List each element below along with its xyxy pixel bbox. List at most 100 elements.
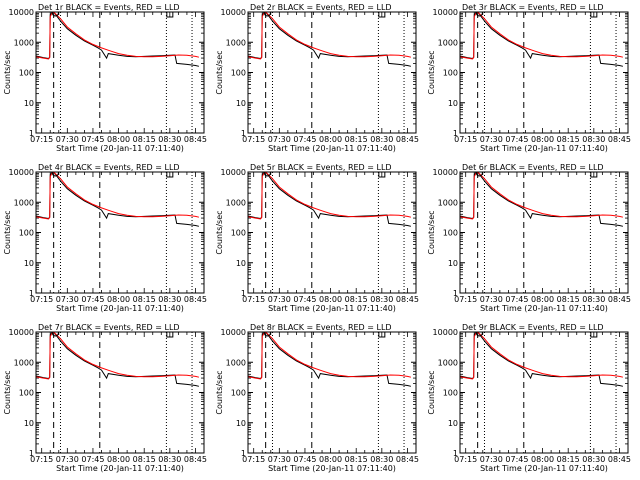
panel-frame: [459, 171, 629, 294]
plot-area: [460, 12, 624, 133]
x-tick-label: 08:15: [557, 135, 580, 144]
x-tick-label: 07:15: [242, 455, 265, 464]
y-tick-label: 1000: [14, 198, 34, 207]
x-tick-label: 08:15: [133, 295, 156, 304]
panel-title: Det 3r BLACK = Events, RED = LLD: [462, 3, 604, 12]
y-tick-label: 1000: [226, 38, 246, 47]
x-tick-label: 08:15: [557, 295, 580, 304]
y-tick-label: 100: [443, 389, 458, 398]
panel-title: Det 6r BLACK = Events, RED = LLD: [462, 163, 604, 172]
y-tick-label: 100: [443, 229, 458, 238]
x-tick-label: 08:30: [158, 135, 181, 144]
y-tick-label: 100: [231, 69, 246, 78]
y-tick-label: 10: [448, 259, 458, 268]
panel-frame: [35, 331, 205, 454]
x-tick-label: 07:30: [480, 135, 503, 144]
x-tick-label: 07:15: [454, 135, 477, 144]
y-tick-label: 1: [29, 449, 34, 458]
y-axis-label: Counts/sec: [3, 370, 12, 414]
x-tick-label: 07:30: [268, 135, 291, 144]
y-axis-label: Counts/sec: [427, 210, 436, 254]
panel-title: Det 5r BLACK = Events, RED = LLD: [250, 163, 392, 172]
y-axis-label: Counts/sec: [427, 370, 436, 414]
x-tick-label: 07:15: [242, 295, 265, 304]
x-tick-label: 07:30: [268, 455, 291, 464]
y-axis-label: Counts/sec: [3, 50, 12, 94]
panel-frame: [247, 11, 417, 134]
y-tick-label: 10: [236, 419, 246, 428]
marker-circle: [475, 332, 483, 337]
x-tick-label: 07:30: [56, 135, 79, 144]
panel-frame: [459, 331, 629, 454]
panel-2: Det 2r BLACK = Events, RED = LLD Counts/s…: [215, 3, 419, 153]
y-tick-label: 10000: [221, 168, 246, 177]
marker-square: [590, 172, 598, 178]
marker-square: [590, 12, 598, 18]
y-tick-label: 10: [448, 419, 458, 428]
x-tick-label: 08:15: [557, 455, 580, 464]
x-tick-label: 07:45: [293, 135, 316, 144]
y-tick-label: 1000: [438, 358, 458, 367]
x-tick-label: 07:15: [30, 455, 53, 464]
y-tick-label: 10000: [221, 8, 246, 17]
x-tick-label: 07:45: [293, 455, 316, 464]
y-axis-label: Counts/sec: [215, 210, 224, 254]
x-axis-label: Start Time (20-Jan-11 07:11:40): [268, 144, 396, 153]
y-tick-label: 10: [24, 259, 34, 268]
x-axis-label: Start Time (20-Jan-11 07:11:40): [56, 304, 184, 313]
panel-3: Det 3r BLACK = Events, RED = LLD Counts/s…: [427, 3, 631, 153]
panel-title: Det 9r BLACK = Events, RED = LLD: [462, 323, 604, 332]
x-axis-label: Start Time (20-Jan-11 07:11:40): [56, 144, 184, 153]
x-tick-label: 07:45: [81, 295, 104, 304]
y-tick-label: 100: [443, 69, 458, 78]
marker-square: [378, 12, 386, 18]
y-tick-label: 1: [29, 129, 34, 138]
y-tick-label: 1: [241, 289, 246, 298]
y-tick-label: 1: [453, 289, 458, 298]
panel-frame: [35, 11, 205, 134]
x-tick-label: 08:30: [370, 455, 393, 464]
x-axis-label: Start Time (20-Jan-11 07:11:40): [56, 464, 184, 473]
x-tick-label: 08:30: [582, 295, 605, 304]
y-tick-label: 1: [241, 129, 246, 138]
y-axis-label: Counts/sec: [215, 50, 224, 94]
x-tick-label: 08:45: [184, 455, 207, 464]
y-tick-label: 10: [236, 99, 246, 108]
y-tick-label: 1000: [14, 358, 34, 367]
x-tick-label: 08:00: [531, 295, 554, 304]
x-tick-label: 07:30: [268, 295, 291, 304]
series-lld-line: [248, 172, 412, 220]
plot-area: [460, 172, 624, 293]
marker-square: [378, 332, 386, 338]
y-tick-label: 1: [453, 129, 458, 138]
panel-title: Det 8r BLACK = Events, RED = LLD: [250, 323, 392, 332]
marker-circle: [51, 332, 59, 337]
x-tick-label: 08:00: [319, 135, 342, 144]
plot-area: [460, 332, 624, 453]
series-lld-line: [36, 172, 200, 220]
panel-frame: [459, 11, 629, 134]
plot-area: [248, 172, 412, 293]
marker-circle: [475, 172, 483, 177]
x-tick-label: 08:00: [319, 295, 342, 304]
y-tick-label: 1000: [438, 198, 458, 207]
panel-title: Det 7r BLACK = Events, RED = LLD: [38, 323, 180, 332]
panel-6: Det 6r BLACK = Events, RED = LLD Counts/s…: [427, 163, 631, 313]
y-axis-label: Counts/sec: [215, 370, 224, 414]
marker-circle: [51, 12, 59, 17]
x-tick-label: 07:15: [454, 295, 477, 304]
y-tick-label: 10000: [433, 8, 458, 17]
x-tick-label: 08:00: [531, 455, 554, 464]
series-lld-line: [248, 332, 412, 380]
x-tick-label: 07:30: [480, 455, 503, 464]
plot-area: [248, 332, 412, 453]
marker-square: [590, 332, 598, 338]
x-axis-label: Start Time (20-Jan-11 07:11:40): [480, 144, 608, 153]
x-tick-label: 08:00: [319, 455, 342, 464]
y-tick-label: 100: [231, 389, 246, 398]
x-tick-label: 08:00: [107, 135, 130, 144]
x-tick-label: 08:00: [107, 455, 130, 464]
x-tick-label: 07:30: [480, 295, 503, 304]
panel-frame: [247, 171, 417, 294]
